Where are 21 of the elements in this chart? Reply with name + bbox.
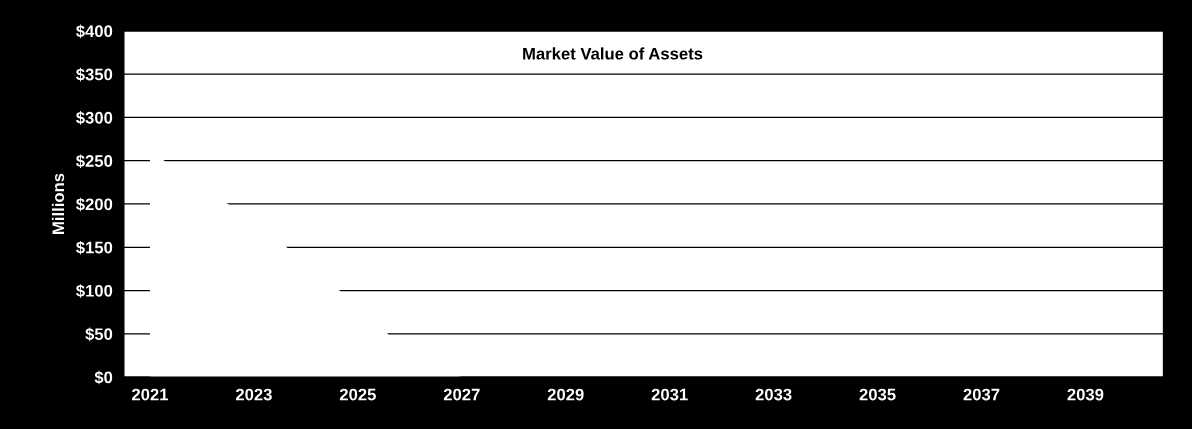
x-tick-label: 2037 — [963, 388, 1000, 401]
y-tick-label: $400 — [76, 24, 113, 39]
y-tick-label: $200 — [76, 197, 113, 212]
y-tick-label: $150 — [76, 240, 113, 255]
x-tick-label: 2035 — [859, 388, 896, 401]
y-tick-label: $350 — [76, 67, 113, 82]
y-axis-title: Millions — [51, 173, 65, 234]
x-tick-label: 2033 — [755, 388, 792, 401]
y-tick-label: $100 — [76, 284, 113, 298]
text: Market Value of Assets — [523, 47, 703, 60]
x-tick-label: 2027 — [443, 388, 480, 401]
y-tick-label: $50 — [85, 327, 113, 342]
x-tick-label: 2031 — [651, 388, 688, 401]
y-tick-label: $0 — [94, 370, 113, 385]
x-tick-label: 2023 — [235, 388, 272, 401]
y-tick-label: $250 — [76, 154, 113, 168]
y-tick-label: $300 — [76, 111, 113, 125]
x-tick-label: 2029 — [547, 388, 584, 401]
x-tick-label: 2021 — [132, 388, 169, 401]
x-tick-label: 2039 — [1067, 388, 1104, 401]
x-tick-label: 2025 — [339, 388, 376, 401]
